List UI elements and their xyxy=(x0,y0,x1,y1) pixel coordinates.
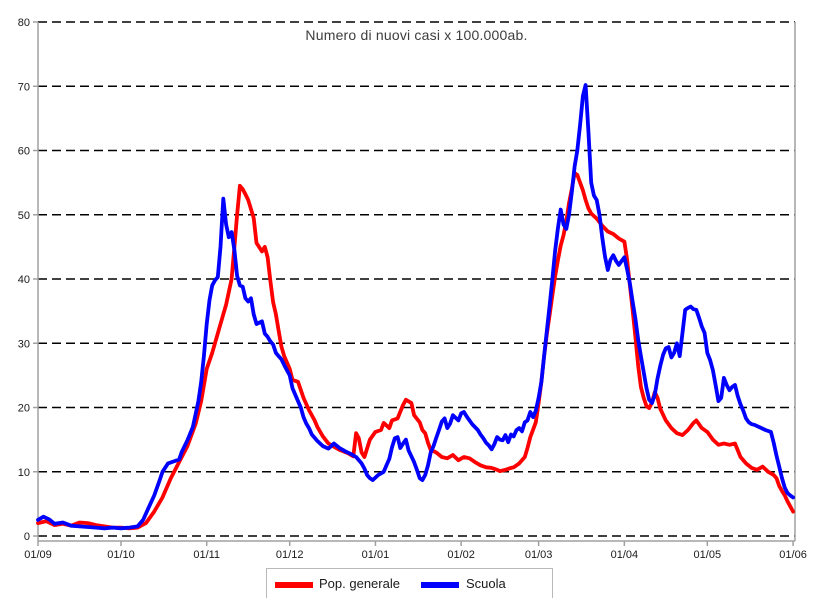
series-line-scuola xyxy=(36,83,795,531)
chart-title: Numero di nuovi casi x 100.000ab. xyxy=(305,27,528,43)
x-tick-label: 01/10 xyxy=(107,549,135,561)
series-line-pop-generale xyxy=(36,171,795,531)
x-tick-label: 01/03 xyxy=(525,549,553,561)
y-tick-label: 40 xyxy=(18,274,30,286)
x-tick-label: 01/04 xyxy=(611,549,639,561)
x-tick-label: 01/05 xyxy=(694,549,722,561)
y-tick-label: 20 xyxy=(18,403,30,415)
x-tick-label: 01/12 xyxy=(276,549,304,561)
y-tick-label: 50 xyxy=(18,210,30,222)
x-tick-label: 01/01 xyxy=(362,549,390,561)
y-tick-label: 0 xyxy=(24,531,30,543)
legend-label-pop-generale: Pop. generale xyxy=(319,576,400,591)
y-tick-label: 70 xyxy=(18,81,30,93)
legend-swatch-pop-generale xyxy=(275,582,313,588)
y-tick-label: 80 xyxy=(18,17,30,29)
x-tick-label: 01/06 xyxy=(779,549,807,561)
y-tick-label: 10 xyxy=(18,467,30,479)
legend-label-scuola: Scuola xyxy=(466,576,506,591)
x-tick-label: 01/09 xyxy=(24,549,52,561)
x-tick-label: 01/02 xyxy=(447,549,475,561)
y-tick-label: 30 xyxy=(18,338,30,350)
legend: Pop. generale Scuola xyxy=(266,568,553,598)
y-tick-label: 60 xyxy=(18,146,30,158)
x-tick-label: 01/11 xyxy=(193,549,220,561)
legend-swatch-scuola xyxy=(421,582,459,588)
